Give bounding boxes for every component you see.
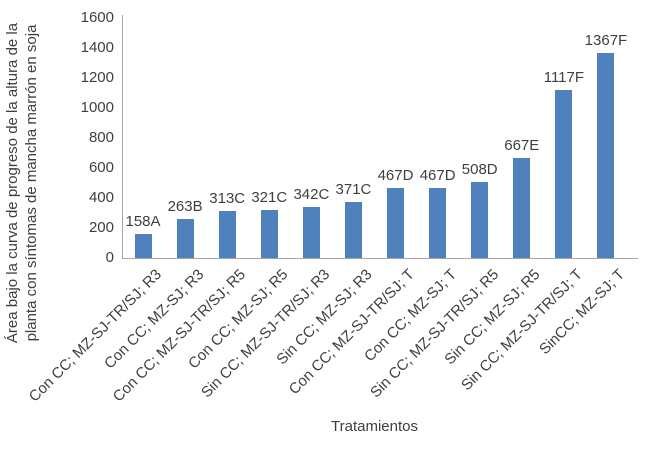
bar-9 (471, 181, 489, 258)
bar-7 (387, 187, 405, 258)
y-axis-title-line-2: planta con síntomas de mancha marrón en … (23, 24, 40, 342)
bar-value-label-4: 321C (251, 188, 288, 206)
bar-8 (429, 187, 447, 258)
y-axis-line (122, 15, 123, 258)
bar-2 (176, 218, 194, 258)
x-axis-line (122, 258, 638, 259)
bar-3 (218, 211, 236, 258)
bar-value-label-9: 508D (461, 160, 498, 178)
bar-value-label-2: 263B (167, 197, 203, 215)
bar-4 (260, 209, 278, 258)
y-tick-label-0: 0 (105, 249, 114, 266)
bar-1 (134, 234, 152, 258)
bar-value-label-3: 313C (209, 190, 246, 208)
bar-value-label-12: 1367F (584, 31, 628, 49)
bar-value-label-1: 158A (125, 213, 161, 231)
bar-5 (302, 206, 320, 258)
bar-value-label-7: 467D (377, 166, 414, 184)
bar-10 (513, 157, 531, 258)
y-tick-label-1000: 1000 (80, 99, 114, 116)
bar-12 (597, 52, 615, 258)
bar-value-label-6: 371C (335, 181, 372, 199)
y-tick-label-200: 200 (88, 219, 114, 236)
y-tick-label-600: 600 (88, 159, 114, 176)
bar-value-label-5: 342C (293, 185, 330, 203)
y-axis-title-line-1: Área bajo la curva de progreso de la alt… (4, 22, 21, 344)
bar-value-label-10: 667E (504, 136, 540, 154)
y-tick-label-800: 800 (88, 129, 114, 146)
y-tick-label-1400: 1400 (80, 39, 114, 56)
y-axis-title: Área bajo la curva de progreso de la alt… (3, 23, 41, 343)
x-axis-title: Tratamientos (331, 418, 418, 435)
bar-value-label-8: 467D (419, 166, 456, 184)
bar-6 (344, 202, 362, 258)
y-tick-label-400: 400 (88, 189, 114, 206)
bar-11 (555, 90, 573, 258)
y-tick-label-1600: 1600 (80, 9, 114, 26)
bar-value-label-11: 1117F (543, 69, 585, 87)
y-tick-label-1200: 1200 (80, 69, 114, 86)
